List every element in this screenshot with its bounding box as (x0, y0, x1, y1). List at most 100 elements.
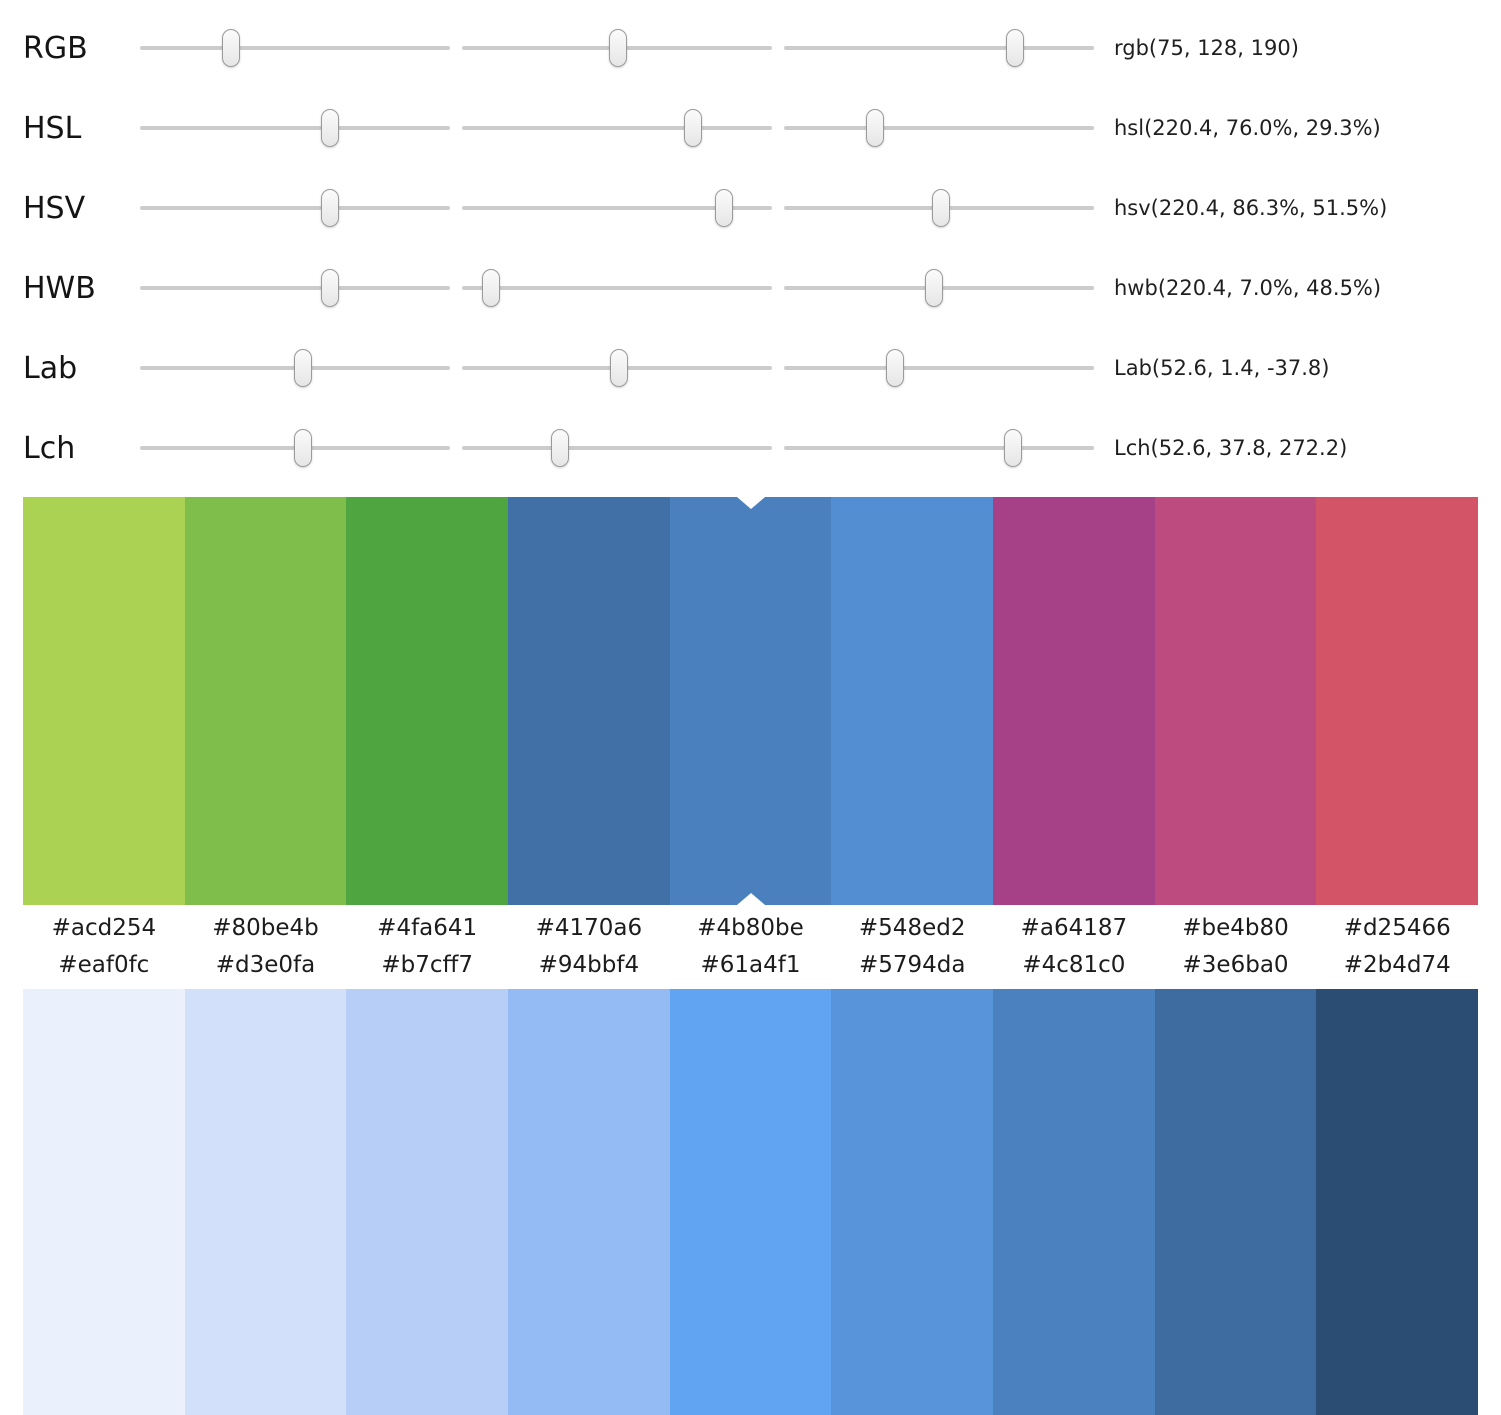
hue-hex-label-6: #a64187 (1020, 915, 1128, 941)
colorspace-label-rgb: RGB (23, 30, 88, 66)
slider-thumb[interactable] (550, 429, 569, 467)
rgb-value-readout: rgb(75, 128, 190) (1114, 36, 1299, 60)
hue-swatch-4[interactable] (669, 497, 832, 905)
slider-thumb[interactable] (609, 349, 628, 387)
slider-track[interactable] (784, 126, 1094, 130)
slider-row-hwb: HWB hwb(220.4, 7.0%, 48.5%) (0, 248, 1501, 328)
hue-swatch-0[interactable] (23, 497, 185, 905)
tint-swatch-7[interactable] (1154, 989, 1317, 1415)
hue-swatch-8[interactable] (1316, 497, 1479, 905)
lab-channel-2-slider[interactable] (784, 345, 1094, 391)
tint-hex-label-3: #94bbf4 (538, 952, 640, 978)
slider-thumb[interactable] (885, 349, 904, 387)
lch-channel-1-slider[interactable] (462, 425, 772, 471)
slider-track[interactable] (140, 206, 450, 210)
tint-swatch-0[interactable] (23, 989, 185, 1415)
tint-hex-label-1: #d3e0fa (215, 952, 316, 978)
slider-thumb[interactable] (222, 29, 241, 67)
slider-track[interactable] (140, 286, 450, 290)
slider-track[interactable] (784, 46, 1094, 50)
slider-thumb[interactable] (714, 189, 733, 227)
hue-hex-label-1: #80be4b (212, 915, 319, 941)
tint-hex-label-2: #b7cff7 (381, 952, 473, 978)
hsl-channel-0-slider[interactable] (140, 105, 450, 151)
slider-track[interactable] (462, 126, 772, 130)
slider-track-group-hsl (140, 105, 1094, 151)
hue-hex-label-4: #4b80be (697, 915, 804, 941)
slider-thumb[interactable] (294, 349, 313, 387)
tint-swatch-5[interactable] (831, 989, 994, 1415)
hsv-value-readout: hsv(220.4, 86.3%, 51.5%) (1114, 196, 1388, 220)
hsl-value-readout: hsl(220.4, 76.0%, 29.3%) (1114, 116, 1381, 140)
slider-thumb[interactable] (320, 269, 339, 307)
hsv-channel-2-slider[interactable] (784, 185, 1094, 231)
tint-swatch-3[interactable] (508, 989, 670, 1415)
hue-swatch-2[interactable] (346, 497, 509, 905)
hwb-channel-0-slider[interactable] (140, 265, 450, 311)
hue-hex-label-2: #4fa641 (377, 915, 478, 941)
hue-hex-label-7: #be4b80 (1182, 915, 1289, 941)
slider-thumb[interactable] (320, 189, 339, 227)
tint-hex-label-6: #4c81c0 (1022, 952, 1126, 978)
hue-swatch-7[interactable] (1154, 497, 1317, 905)
hwb-value-readout: hwb(220.4, 7.0%, 48.5%) (1114, 276, 1382, 300)
slider-track[interactable] (784, 446, 1094, 450)
hue-hex-row: #acd254 #80be4b #4fa641 #4170a6 #4b80be #548e… (23, 905, 1478, 951)
slider-row-lab: Lab Lab(52.6, 1.4, -37.8) (0, 328, 1501, 408)
slider-thumb[interactable] (320, 109, 339, 147)
lch-channel-2-slider[interactable] (784, 425, 1094, 471)
slider-thumb[interactable] (931, 189, 950, 227)
slider-track-group-hwb (140, 265, 1094, 311)
hue-hex-label-0: #acd254 (51, 915, 157, 941)
hue-hex-label-8: #d25466 (1343, 915, 1451, 941)
colorspace-label-hsl: HSL (23, 110, 82, 146)
tint-palette (23, 989, 1479, 1415)
hsl-channel-2-slider[interactable] (784, 105, 1094, 151)
hue-swatch-1[interactable] (184, 497, 347, 905)
slider-thumb[interactable] (1005, 29, 1024, 67)
hwb-channel-1-slider[interactable] (462, 265, 772, 311)
hsv-channel-1-slider[interactable] (462, 185, 772, 231)
slider-track[interactable] (784, 366, 1094, 370)
lab-channel-0-slider[interactable] (140, 345, 450, 391)
hsl-channel-1-slider[interactable] (462, 105, 772, 151)
hue-swatch-5[interactable] (831, 497, 994, 905)
tint-swatch-8[interactable] (1316, 989, 1479, 1415)
slider-thumb[interactable] (683, 109, 702, 147)
slider-thumb[interactable] (1004, 429, 1023, 467)
rgb-channel-1-slider[interactable] (462, 25, 772, 71)
slider-track[interactable] (462, 206, 772, 210)
colorspace-label-lch: Lch (23, 430, 76, 466)
tint-swatch-2[interactable] (346, 989, 509, 1415)
slider-track-group-lab (140, 345, 1094, 391)
slider-thumb[interactable] (865, 109, 884, 147)
lch-value-readout: Lch(52.6, 37.8, 272.2) (1114, 436, 1348, 460)
tint-swatch-1[interactable] (184, 989, 347, 1415)
tint-swatch-4[interactable] (669, 989, 832, 1415)
tint-hex-label-0: #eaf0fc (58, 952, 150, 978)
hwb-channel-2-slider[interactable] (784, 265, 1094, 311)
lch-channel-0-slider[interactable] (140, 425, 450, 471)
hue-hex-label-5: #548ed2 (858, 915, 966, 941)
slider-track[interactable] (462, 286, 772, 290)
hue-swatch-3[interactable] (508, 497, 670, 905)
hue-hex-label-3: #4170a6 (535, 915, 643, 941)
tint-hex-label-4: #61a4f1 (700, 952, 801, 978)
slider-thumb[interactable] (482, 269, 501, 307)
slider-thumb[interactable] (608, 29, 627, 67)
hue-palette (23, 497, 1479, 905)
lab-channel-1-slider[interactable] (462, 345, 772, 391)
rgb-channel-2-slider[interactable] (784, 25, 1094, 71)
slider-track[interactable] (462, 446, 772, 450)
slider-track[interactable] (140, 46, 450, 50)
slider-thumb[interactable] (294, 429, 313, 467)
colorspace-label-lab: Lab (23, 350, 78, 386)
slider-thumb[interactable] (925, 269, 944, 307)
hue-swatch-6[interactable] (993, 497, 1155, 905)
rgb-channel-0-slider[interactable] (140, 25, 450, 71)
tint-swatch-6[interactable] (993, 989, 1155, 1415)
slider-track[interactable] (140, 126, 450, 130)
colorspace-label-hsv: HSV (23, 190, 86, 226)
hsv-channel-0-slider[interactable] (140, 185, 450, 231)
slider-row-lch: Lch Lch(52.6, 37.8, 272.2) (0, 408, 1501, 488)
